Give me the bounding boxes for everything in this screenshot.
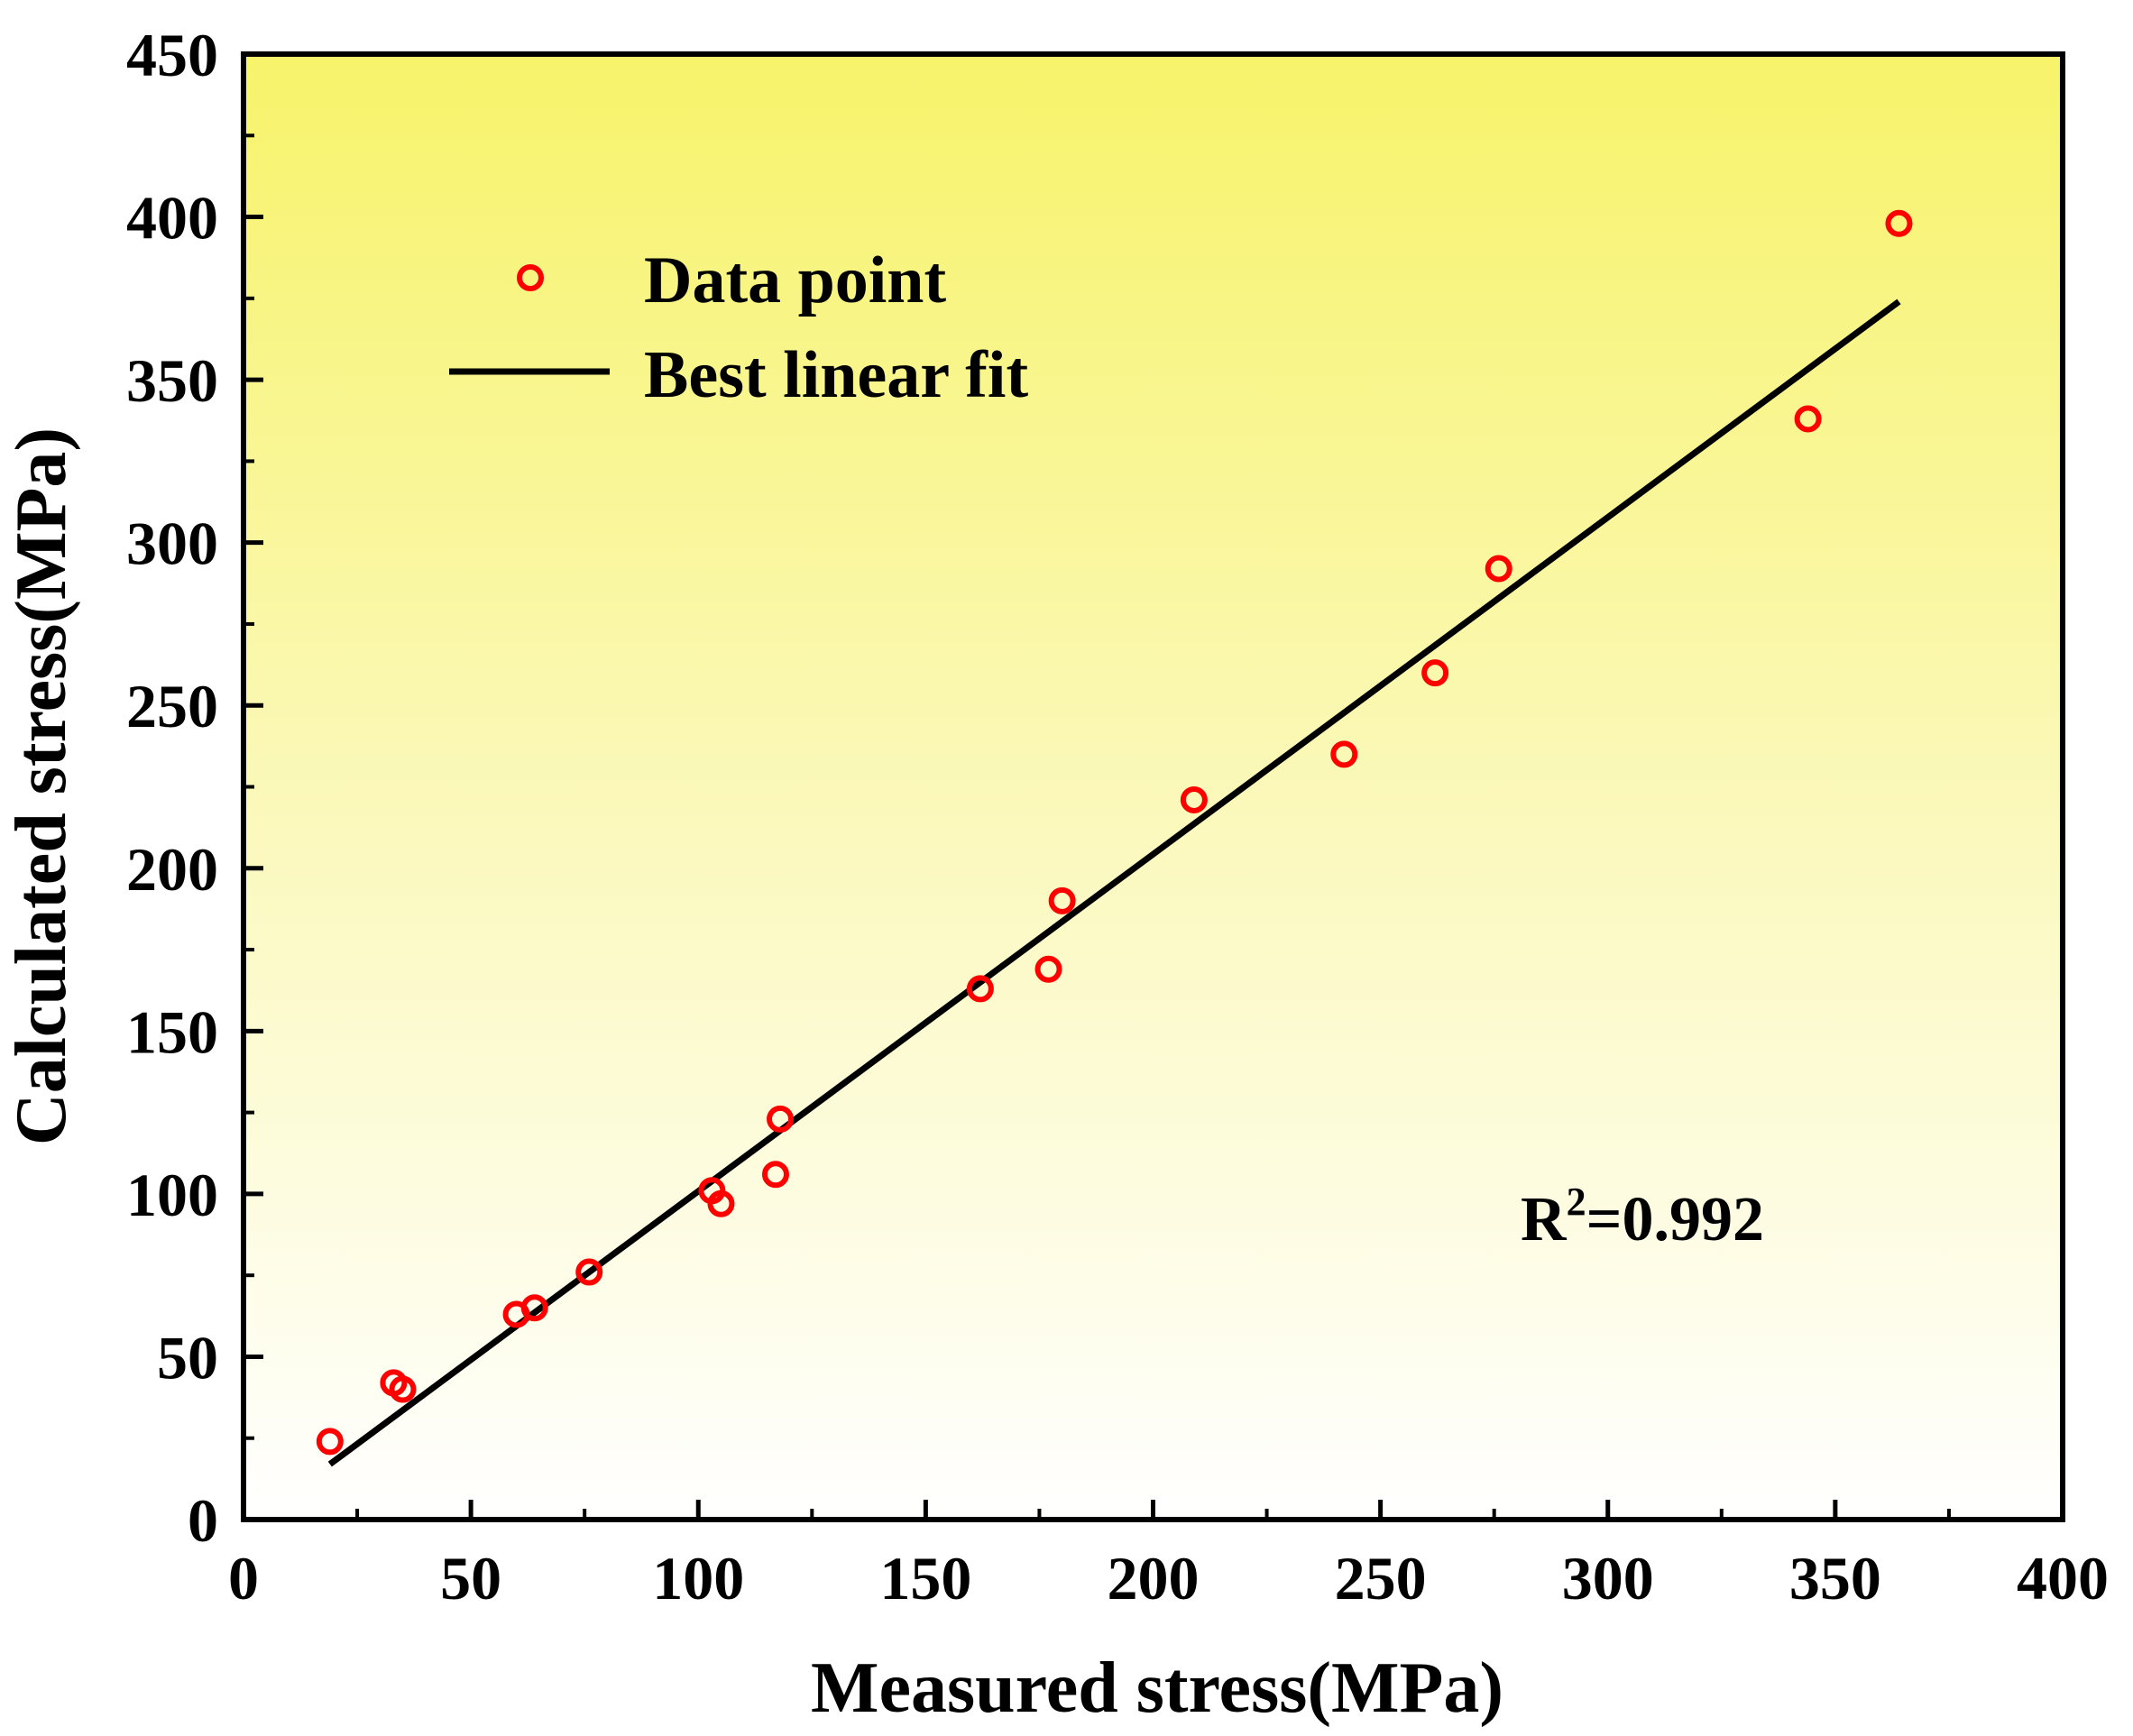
- x-tick-label: 100: [652, 1544, 744, 1612]
- data-point-marker: [761, 1161, 789, 1189]
- data-point-marker: [575, 1258, 603, 1286]
- data-point-marker: [1048, 886, 1076, 914]
- data-point-marker: [707, 1189, 735, 1217]
- x-axis-ticks: 0 50 100 150 200 250 300 350 400: [228, 1500, 2109, 1612]
- r-squared-annotation: R2=0.992: [1521, 1180, 1764, 1254]
- r-squared-value: =0.992: [1586, 1185, 1764, 1254]
- data-point-marker: [1794, 405, 1822, 433]
- legend: Data point Best linear fit: [449, 243, 1028, 412]
- best-linear-fit-line: [327, 299, 1901, 1467]
- y-axis-ticks: 0 50 100 150 200 250 300 350 400 450: [126, 21, 263, 1555]
- x-tick-label: 400: [2017, 1544, 2109, 1612]
- x-axis-title: Measured stress(MPa): [811, 1649, 1503, 1728]
- data-point-marker: [966, 975, 994, 1003]
- y-tick-label: 450: [126, 21, 218, 89]
- y-tick-label: 0: [188, 1486, 218, 1555]
- data-point-marker: [1421, 659, 1449, 687]
- x-tick-label: 350: [1789, 1544, 1881, 1612]
- y-tick-label: 400: [126, 184, 218, 253]
- y-tick-label: 100: [126, 1161, 218, 1229]
- r-squared-base: R: [1521, 1185, 1568, 1254]
- y-tick-label: 50: [157, 1323, 218, 1392]
- y-tick-label: 150: [126, 997, 218, 1066]
- data-point-marker: [316, 1428, 344, 1456]
- data-point-marker: [1180, 785, 1208, 813]
- y-tick-label: 200: [126, 835, 218, 904]
- legend-label-best-linear-fit: Best linear fit: [644, 338, 1028, 412]
- legend-label-data-point: Data point: [644, 243, 946, 317]
- data-point-marker: [389, 1375, 417, 1403]
- data-point-marker: [767, 1105, 795, 1133]
- x-tick-label: 200: [1108, 1544, 1200, 1612]
- data-point-marker: [1485, 555, 1512, 583]
- data-point-marker: [1885, 209, 1913, 237]
- y-tick-label: 350: [126, 346, 218, 415]
- legend-marker-data-point: [517, 264, 544, 291]
- x-tick-label: 250: [1335, 1544, 1427, 1612]
- data-point-marker: [1330, 740, 1358, 768]
- data-point-marker: [1034, 955, 1062, 983]
- x-tick-label: 150: [879, 1544, 971, 1612]
- data-point-marker: [520, 1294, 548, 1322]
- plot-frame: [241, 51, 2065, 1522]
- y-tick-label: 250: [126, 672, 218, 740]
- plot-background: [244, 54, 2063, 1520]
- r-squared-superscript: 2: [1567, 1180, 1586, 1224]
- x-tick-label: 0: [228, 1544, 259, 1612]
- x-tick-label: 300: [1562, 1544, 1654, 1612]
- x-tick-label: 50: [440, 1544, 501, 1612]
- y-tick-label: 300: [126, 510, 218, 578]
- series-layer: [316, 209, 1913, 1467]
- y-axis-title: Calculated stress(MPa): [2, 427, 81, 1145]
